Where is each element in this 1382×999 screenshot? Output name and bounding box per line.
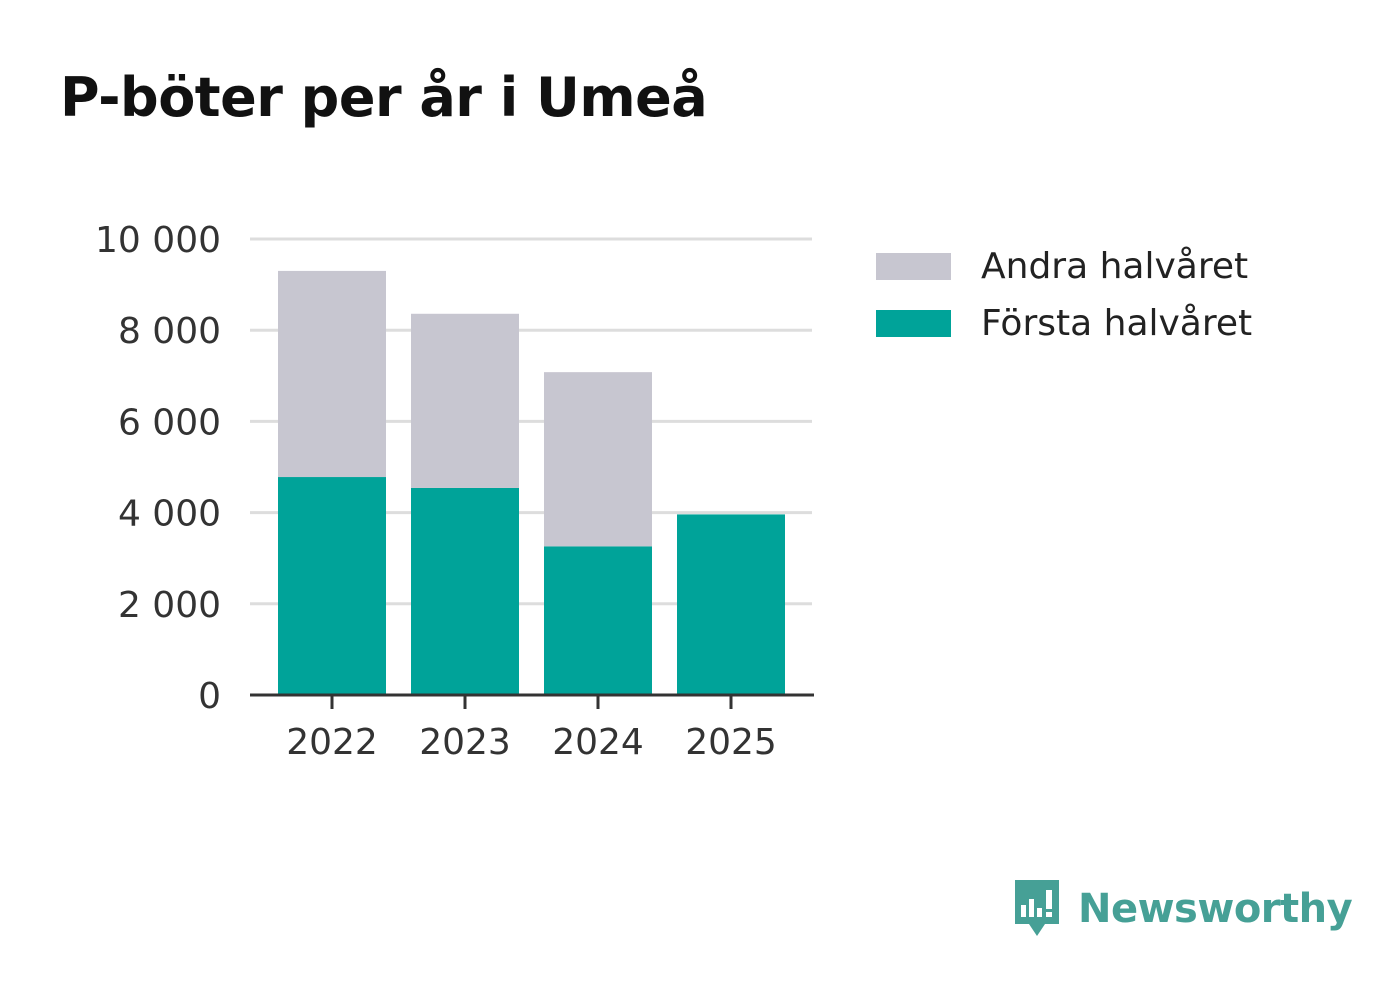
y-tick-label-2000: 2 000 xyxy=(118,585,221,626)
legend-label-andra-halvaret: Andra halvåret xyxy=(981,246,1249,287)
bar-2023-andra-halv-ret xyxy=(411,313,519,488)
bar-2022-f-rsta-halv-ret xyxy=(278,477,386,695)
bar-2025-f-rsta-halv-ret xyxy=(677,514,785,695)
x-tick-label-2025: 2025 xyxy=(685,722,777,763)
y-tick-label-6000: 6 000 xyxy=(118,402,221,443)
legend-swatch-andra-halvaret xyxy=(876,253,951,280)
legend-item-andra-halvaret[interactable]: Andra halvåret xyxy=(876,238,1252,295)
bar-2024-andra-halv-ret xyxy=(544,372,652,547)
chart-title: P-böter per år i Umeå xyxy=(60,66,708,129)
brand[interactable]: Newsworthy xyxy=(1012,878,1353,940)
bar-2022-andra-halv-ret xyxy=(278,270,386,478)
legend-label-forsta-halvaret: Första halvåret xyxy=(981,303,1253,344)
legend: Andra halvåret Första halvåret xyxy=(876,238,1252,352)
x-tick-label-2023: 2023 xyxy=(419,722,511,763)
y-tick-label-10000: 10 000 xyxy=(95,220,221,261)
x-tick-label-2022: 2022 xyxy=(286,722,378,763)
y-tick-label-8000: 8 000 xyxy=(118,311,221,352)
brand-name: Newsworthy xyxy=(1078,886,1353,932)
x-tick-label-2024: 2024 xyxy=(552,722,644,763)
legend-item-forsta-halvaret[interactable]: Första halvåret xyxy=(876,295,1252,352)
y-tick-label-4000: 4 000 xyxy=(118,494,221,535)
bar-2024-f-rsta-halv-ret xyxy=(544,546,652,695)
y-tick-label-0: 0 xyxy=(198,676,221,717)
bar-2023-f-rsta-halv-ret xyxy=(411,487,519,695)
legend-swatch-forsta-halvaret xyxy=(876,310,951,337)
newsworthy-logo-icon xyxy=(1015,880,1059,936)
